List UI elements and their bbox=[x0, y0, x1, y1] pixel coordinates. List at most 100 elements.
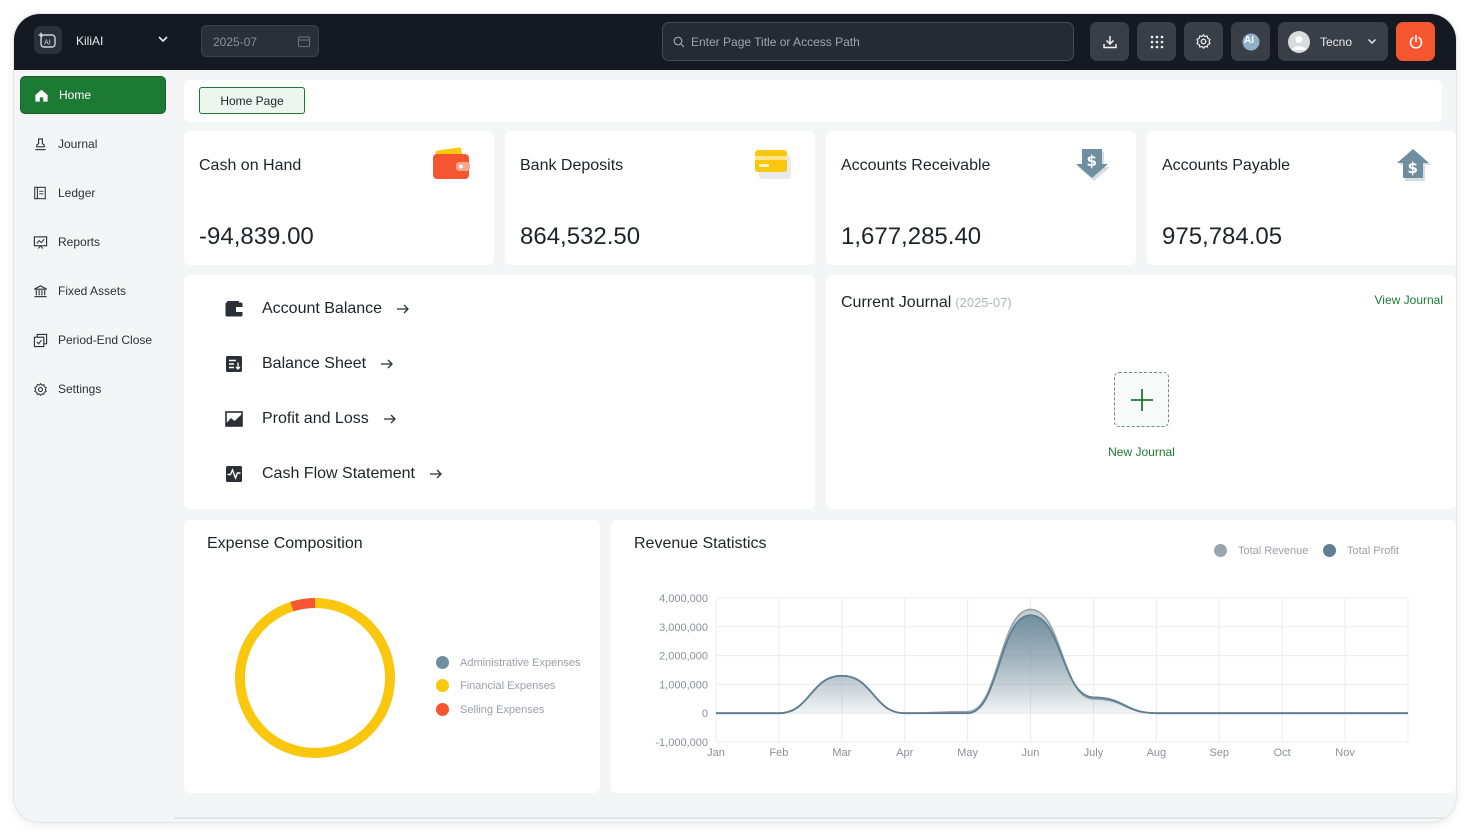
apps-grid-button[interactable] bbox=[1137, 22, 1176, 61]
quick-link-profit-loss[interactable]: Profit and Loss bbox=[224, 407, 397, 431]
search-icon bbox=[673, 36, 685, 48]
journal-title-text: Current Journal bbox=[841, 294, 952, 311]
stat-value: 864,532.50 bbox=[520, 223, 641, 250]
x-tick-label: Feb bbox=[769, 747, 788, 759]
user-menu[interactable]: Tecno bbox=[1278, 22, 1388, 61]
x-tick-label: Nov bbox=[1335, 747, 1355, 759]
donut-slice-selling-expenses[interactable] bbox=[290, 598, 316, 612]
expense-composition-panel: Expense Composition Administrative Expen… bbox=[184, 520, 600, 793]
logout-button[interactable] bbox=[1396, 22, 1435, 61]
sidebar-item-reports[interactable]: Reports bbox=[20, 223, 166, 261]
sidebar-item-fixed-assets[interactable]: Fixed Assets bbox=[20, 272, 166, 310]
sidebar-item-label: Period-End Close bbox=[58, 333, 153, 347]
stat-card-bank[interactable]: Bank Deposits 864,532.50 bbox=[505, 131, 815, 265]
new-journal-button[interactable] bbox=[1114, 372, 1169, 427]
stat-title: Bank Deposits bbox=[520, 157, 624, 174]
sidebar-item-label: Journal bbox=[58, 137, 98, 151]
legend-dot bbox=[436, 679, 449, 692]
legend-label: Selling Expenses bbox=[460, 703, 545, 716]
x-tick-label: Oct bbox=[1274, 747, 1291, 759]
y-tick-label: 1,000,000 bbox=[659, 679, 708, 691]
chevron-down-icon bbox=[1368, 39, 1376, 44]
journal-title: Current Journal (2025-07) bbox=[841, 294, 1012, 312]
avatar bbox=[1288, 31, 1310, 53]
sidebar-item-journal[interactable]: Journal bbox=[20, 125, 166, 163]
legend-item-administrative[interactable]: Administrative Expenses bbox=[436, 656, 580, 669]
search-bar[interactable] bbox=[662, 22, 1074, 61]
quick-link-account-balance[interactable]: Account Balance bbox=[224, 297, 410, 321]
revenue-area-chart: 4,000,000 3,000,000 2,000,000 1,000,000 0 -1,… bbox=[655, 593, 1409, 759]
quick-link-label: Account Balance bbox=[262, 300, 383, 317]
app-name[interactable]: KiliAI bbox=[76, 34, 104, 48]
stamp-icon bbox=[32, 136, 48, 152]
legend-dot bbox=[1323, 544, 1336, 557]
ai-button[interactable]: AI bbox=[1231, 22, 1270, 61]
area-total-profit bbox=[716, 615, 1408, 714]
search-input[interactable] bbox=[691, 32, 1051, 52]
calendar-icon bbox=[298, 36, 310, 47]
app-logo-icon[interactable]: AI bbox=[34, 26, 62, 54]
donut-slice-financial-expenses[interactable] bbox=[235, 598, 395, 758]
dollar-down-icon: $ bbox=[1076, 149, 1110, 181]
sidebar-item-settings[interactable]: Settings bbox=[20, 370, 166, 408]
dollar-up-icon: $ bbox=[1397, 149, 1431, 181]
sidebar-item-label: Reports bbox=[58, 235, 101, 249]
view-journal-link[interactable]: View Journal bbox=[1374, 293, 1443, 307]
sidebar-item-ledger[interactable]: Ledger bbox=[20, 174, 166, 212]
stat-card-cash[interactable]: Cash on Hand -94,839.00 bbox=[184, 131, 494, 265]
stat-card-payable[interactable]: Accounts Payable 975,784.05 $ bbox=[1147, 131, 1456, 265]
top-bar: AI KiliAI 2025-07 AI bbox=[14, 14, 1456, 70]
stat-value: 1,677,285.40 bbox=[841, 223, 982, 250]
arrow-right-icon bbox=[381, 359, 393, 369]
download-button[interactable] bbox=[1090, 22, 1129, 61]
series-line-total-profit[interactable] bbox=[716, 614, 1408, 715]
legend-item-selling[interactable]: Selling Expenses bbox=[436, 703, 544, 716]
legend-item-total-revenue[interactable]: Total Revenue bbox=[1214, 544, 1308, 557]
legend-dot bbox=[436, 656, 449, 669]
chevron-down-icon[interactable] bbox=[156, 32, 170, 46]
gear-icon bbox=[1196, 34, 1211, 49]
power-icon bbox=[1409, 34, 1422, 49]
legend-item-financial[interactable]: Financial Expenses bbox=[436, 679, 555, 692]
x-tick-label: Apr bbox=[896, 747, 913, 759]
quick-link-balance-sheet[interactable]: Balance Sheet bbox=[224, 352, 394, 376]
sidebar-item-label: Fixed Assets bbox=[58, 284, 127, 298]
legend-dot bbox=[1214, 544, 1227, 557]
journal-period: (2025-07) bbox=[955, 295, 1012, 310]
sidebar-item-home[interactable]: Home bbox=[20, 76, 166, 114]
legend-label: Total Revenue bbox=[1238, 544, 1309, 557]
gear-icon bbox=[32, 381, 48, 397]
arrow-right-icon bbox=[429, 469, 442, 479]
quick-link-label: Cash Flow Statement bbox=[262, 465, 415, 482]
expense-donut-chart bbox=[235, 598, 395, 758]
sidebar-item-label: Home bbox=[59, 88, 92, 102]
legend-label: Total Profit bbox=[1347, 544, 1399, 557]
quick-link-label: Profit and Loss bbox=[262, 410, 369, 427]
period-close-icon bbox=[32, 332, 48, 348]
settings-button[interactable] bbox=[1184, 22, 1223, 61]
svg-text:$: $ bbox=[1408, 159, 1418, 177]
arrow-right-icon bbox=[383, 414, 396, 424]
x-tick-label: Jun bbox=[1022, 747, 1040, 759]
stat-card-receivable[interactable]: Accounts Receivable 1,677,285.40 $ bbox=[826, 131, 1136, 265]
bank-icon bbox=[32, 283, 48, 299]
period-picker[interactable]: 2025-07 bbox=[201, 25, 319, 57]
x-tick-label: May bbox=[957, 747, 978, 759]
quick-link-cash-flow[interactable]: Cash Flow Statement bbox=[224, 462, 443, 486]
home-icon bbox=[33, 87, 49, 103]
legend-label: Financial Expenses bbox=[460, 679, 556, 692]
x-tick-label: Aug bbox=[1147, 747, 1167, 759]
download-icon bbox=[1102, 35, 1117, 48]
breadcrumb-tab-home[interactable]: Home Page bbox=[199, 87, 305, 114]
y-tick-label: 0 bbox=[702, 708, 708, 720]
stat-title: Cash on Hand bbox=[199, 157, 302, 174]
journal-panel: Current Journal (2025-07) View Journal Ne… bbox=[826, 275, 1456, 509]
sidebar-item-period-end-close[interactable]: Period-End Close bbox=[20, 321, 166, 359]
wallet-icon bbox=[224, 299, 244, 319]
pulse-icon bbox=[224, 464, 244, 484]
sidebar: Home Journal Ledger Reports Fixed Assets… bbox=[14, 70, 176, 822]
revenue-statistics-panel: Revenue Statistics Total Revenue Total P… bbox=[611, 520, 1456, 793]
plus-icon bbox=[1130, 388, 1153, 411]
x-tick-label: Mar bbox=[832, 747, 851, 759]
legend-item-total-profit[interactable]: Total Profit bbox=[1323, 544, 1399, 557]
